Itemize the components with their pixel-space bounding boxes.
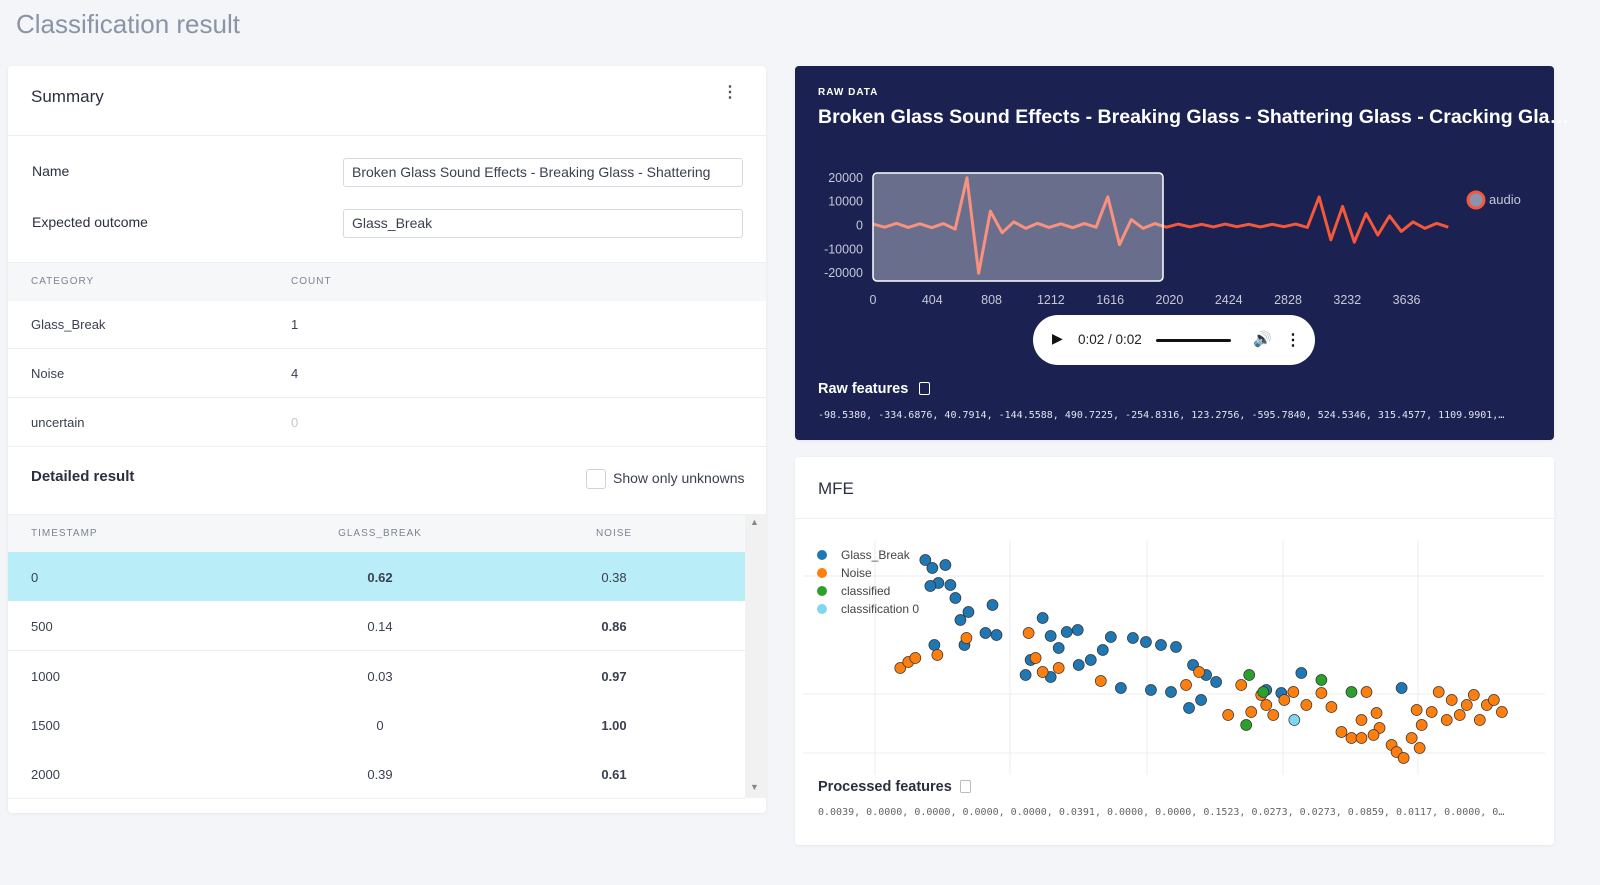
cell: 0.38 <box>601 570 627 585</box>
cell: 0 <box>291 415 299 430</box>
cell: 1500 <box>31 717 60 733</box>
card-title: Summary <box>31 87 104 106</box>
copy-button[interactable] <box>919 382 930 395</box>
cell: 1.00 <box>601 717 627 733</box>
divider <box>8 135 766 136</box>
menu-button[interactable]: ⋮ <box>722 84 738 101</box>
audio-time: 0:02 / 0:02 <box>1078 332 1142 347</box>
audio-progress[interactable] <box>1156 339 1231 342</box>
cell: 500 <box>31 619 53 635</box>
section-title: Processed features <box>818 779 952 795</box>
play-button[interactable]: ▶ <box>1052 330 1063 346</box>
result-row <box>8 749 745 800</box>
copy-button[interactable] <box>960 780 971 793</box>
cell: 0.97 <box>601 668 627 684</box>
column-header: COUNT <box>291 276 332 287</box>
cell: 0.39 <box>367 767 393 783</box>
page-title: Classification result <box>16 9 240 39</box>
cell: 0.03 <box>367 668 393 684</box>
checkbox[interactable] <box>586 469 606 489</box>
column-header: GLASS_BREAK <box>338 528 422 539</box>
table-header <box>8 262 766 301</box>
scrollbar[interactable] <box>745 514 766 798</box>
feature-values: 0.0039, 0.0000, 0.0000, 0.0000, 0.0000, … <box>818 807 1505 818</box>
cell: 0.62 <box>367 570 393 585</box>
section-title: Detailed result <box>31 468 135 485</box>
scroll-down[interactable]: ▼ <box>750 782 759 792</box>
row-divider <box>8 348 766 349</box>
feature-values: -98.5380, -334.6876, 40.7914, -144.5588,… <box>818 410 1505 421</box>
checkbox-label[interactable]: Show only unknowns <box>613 470 745 486</box>
card-title: MFE <box>818 479 854 498</box>
player-menu[interactable]: ⋮ <box>1285 332 1301 349</box>
column-header: NOISE <box>595 528 633 539</box>
result-row <box>8 699 745 750</box>
section-title: Raw features <box>818 381 909 397</box>
cell: 0.86 <box>601 619 627 635</box>
row-divider <box>8 397 766 398</box>
cell: 0 <box>376 717 384 733</box>
cell: 2000 <box>31 767 60 783</box>
divider <box>795 518 1554 519</box>
cell: 0.61 <box>601 767 627 783</box>
cell: 0.14 <box>367 619 393 635</box>
cell: 0 <box>31 570 39 585</box>
sample-title: Broken Glass Sound Effects - Breaking Gl… <box>818 106 1569 128</box>
scroll-up[interactable]: ▲ <box>750 517 759 527</box>
field-label: Name <box>32 163 70 179</box>
cell: 1000 <box>31 668 60 684</box>
row-divider <box>8 446 766 447</box>
cell: Glass_Break <box>31 317 106 332</box>
table-header <box>8 514 745 553</box>
column-header: CATEGORY <box>31 276 95 287</box>
name-input[interactable]: Broken Glass Sound Effects - Breaking Gl… <box>343 158 743 187</box>
outcome-input[interactable]: Glass_Break <box>343 209 743 238</box>
cell: uncertain <box>31 415 85 430</box>
cell: Noise <box>31 366 65 381</box>
cell: 4 <box>291 366 299 381</box>
column-header: TIMESTAMP <box>31 528 98 539</box>
volume-button[interactable]: 🔊 <box>1253 331 1272 348</box>
field-label: Expected outcome <box>32 214 148 230</box>
cell: 1 <box>291 317 299 332</box>
card-label: RAW DATA <box>818 87 879 98</box>
